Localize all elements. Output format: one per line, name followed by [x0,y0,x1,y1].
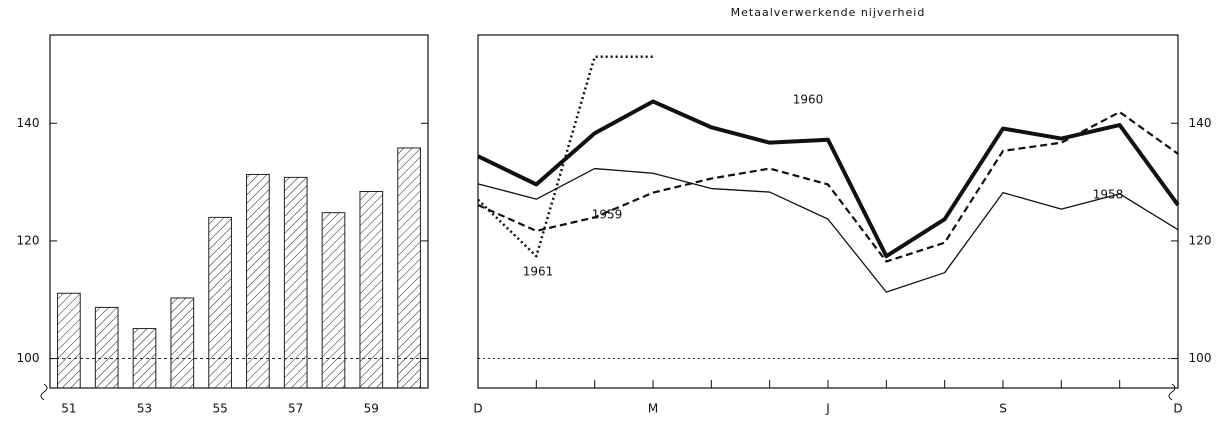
bar [94,306,119,389]
y-tick-label: 120 [1189,233,1212,247]
bar [132,328,157,389]
line-series [477,167,1179,293]
x-tick-label: 57 [288,402,303,416]
y-tick-label: 120 [17,233,40,247]
line-series [477,99,1180,259]
bar [283,176,308,389]
x-tick-label: 53 [137,402,152,416]
line-series [477,110,1179,263]
y-tick-label: 140 [17,116,40,130]
bar [170,297,195,389]
x-tick-label: 55 [212,402,227,416]
series-label: 1958 [1093,188,1124,202]
bar [397,147,421,389]
y-tick-label: 140 [1189,116,1212,130]
bar [57,292,81,389]
x-tick-label: M [648,402,658,416]
bar [208,216,232,389]
x-tick-label: D [1173,402,1182,416]
y-tick-label: 100 [17,351,40,365]
series-label: 1959 [592,208,623,222]
line-series [477,55,653,258]
x-tick-label: D [473,402,482,416]
chart-title: Metaalverwerkende nijverheid [731,6,926,19]
series-label: 1960 [793,93,824,107]
x-tick-label: J [825,402,830,416]
x-tick-label: 51 [61,402,76,416]
right-frame [477,34,1179,389]
axis-break [40,383,1176,401]
series-label: 1961 [523,265,554,279]
x-tick-label: 59 [364,402,379,416]
left-frame [49,34,429,389]
bar [246,173,270,389]
x-tick-label: S [999,402,1007,416]
bar [359,190,384,389]
y-tick-label: 100 [1189,351,1212,365]
bar [321,212,346,389]
